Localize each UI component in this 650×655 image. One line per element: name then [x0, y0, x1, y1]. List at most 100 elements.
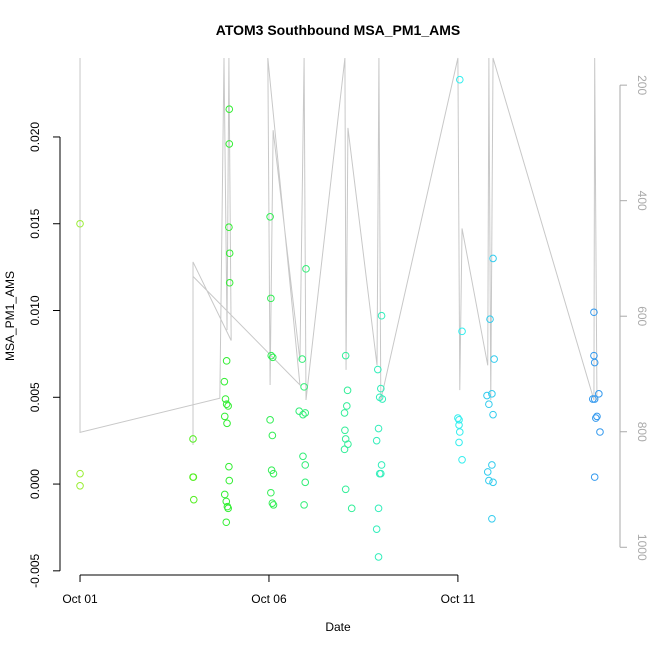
point — [344, 440, 352, 448]
point — [455, 428, 464, 436]
point — [225, 223, 233, 232]
point — [341, 485, 350, 494]
point — [489, 478, 497, 487]
point — [455, 75, 464, 84]
x-tick-label: Oct 11 — [441, 592, 476, 606]
point — [267, 294, 275, 303]
point — [224, 402, 232, 410]
point — [298, 355, 307, 363]
point — [225, 462, 233, 471]
point — [373, 365, 382, 374]
point — [341, 435, 350, 443]
point — [341, 426, 349, 435]
point — [302, 265, 310, 273]
point — [489, 410, 497, 419]
point — [486, 315, 494, 323]
point — [222, 400, 231, 409]
point — [299, 452, 307, 461]
y-axis-label: MSA_PM1_AMS — [3, 271, 17, 361]
y2-tick-label: 600 — [635, 306, 649, 326]
point — [595, 390, 603, 398]
point — [596, 428, 604, 436]
point — [590, 395, 599, 403]
point — [225, 249, 234, 258]
point — [458, 327, 466, 336]
y-tick-label: 0.015 — [28, 208, 42, 238]
point — [189, 473, 198, 481]
point — [221, 395, 230, 403]
y2-tick-label: 1000 — [635, 534, 649, 561]
point — [374, 424, 383, 433]
point — [76, 469, 84, 478]
y2-tick-label: 200 — [635, 75, 649, 95]
pressure-line — [79, 57, 598, 446]
point — [592, 414, 600, 422]
point — [225, 476, 234, 485]
point — [455, 438, 463, 447]
point — [220, 490, 229, 499]
point — [374, 553, 383, 561]
point — [347, 504, 356, 513]
point — [343, 402, 351, 410]
y2-tick-label: 800 — [635, 422, 649, 442]
point — [485, 476, 493, 485]
x-tick-label: Oct 01 — [62, 592, 98, 606]
point — [222, 357, 231, 365]
point — [378, 395, 387, 403]
y-tick-label: -0.005 — [28, 553, 42, 587]
point — [189, 495, 198, 504]
point — [340, 445, 349, 454]
point — [301, 461, 310, 469]
point — [372, 525, 381, 533]
point — [377, 384, 385, 393]
point — [340, 409, 349, 417]
point — [488, 390, 496, 398]
point — [489, 254, 497, 263]
point — [483, 468, 492, 476]
point — [220, 412, 229, 421]
point — [488, 514, 496, 523]
point — [266, 212, 274, 221]
y-tick-label: 0.000 — [28, 469, 42, 499]
point — [299, 410, 307, 419]
y-tick-label: 0.020 — [28, 122, 42, 152]
point — [377, 469, 385, 478]
point — [300, 501, 308, 509]
point — [266, 416, 274, 424]
point — [485, 400, 493, 409]
chart-title: ATOM3 Southbound MSA_PM1_AMS — [216, 22, 460, 38]
point — [267, 488, 275, 497]
point — [301, 409, 310, 417]
point — [220, 377, 229, 386]
point — [455, 416, 463, 424]
point — [76, 219, 84, 228]
point — [341, 351, 350, 360]
point — [225, 278, 234, 287]
y2-tick-label: 400 — [635, 191, 649, 211]
y-tick-label: 0.010 — [28, 295, 42, 325]
point — [343, 386, 352, 395]
point — [590, 473, 599, 481]
point — [590, 358, 599, 367]
point — [590, 308, 598, 317]
point — [593, 412, 601, 421]
point — [377, 461, 386, 469]
point — [374, 504, 383, 513]
point — [268, 499, 277, 507]
point — [268, 353, 277, 362]
point — [222, 518, 231, 527]
x-axis-label: Date — [325, 620, 351, 634]
point — [372, 436, 381, 445]
point — [268, 431, 277, 440]
point — [454, 414, 462, 422]
point — [269, 469, 278, 478]
point — [269, 501, 278, 509]
point — [225, 105, 234, 113]
point — [483, 391, 491, 400]
point — [300, 383, 308, 391]
point — [377, 311, 386, 320]
point — [488, 461, 496, 469]
point — [301, 478, 310, 487]
point — [267, 351, 276, 360]
